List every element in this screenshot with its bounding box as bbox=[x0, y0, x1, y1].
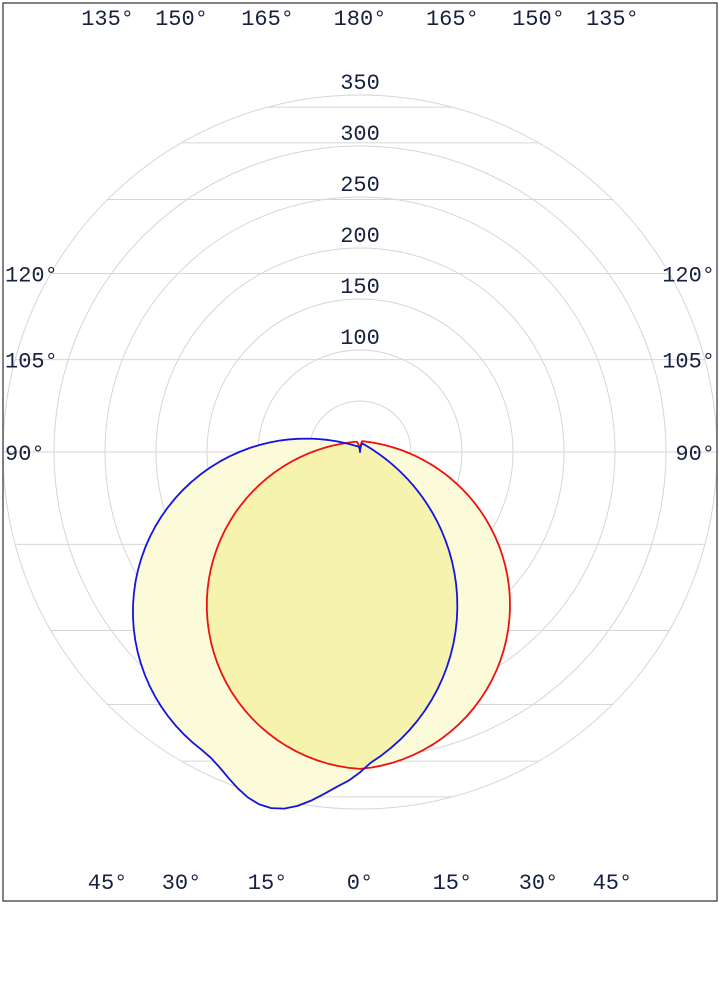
svg-text:45°: 45° bbox=[593, 871, 633, 896]
svg-text:0°: 0° bbox=[347, 871, 373, 896]
svg-text:15°: 15° bbox=[248, 871, 288, 896]
svg-text:165°: 165° bbox=[426, 7, 479, 32]
svg-text:350: 350 bbox=[340, 71, 380, 96]
svg-text:30°: 30° bbox=[519, 871, 559, 896]
svg-text:100: 100 bbox=[340, 326, 380, 351]
svg-text:15°: 15° bbox=[433, 871, 473, 896]
svg-text:45°: 45° bbox=[88, 871, 128, 896]
svg-text:30°: 30° bbox=[162, 871, 202, 896]
svg-text:180°: 180° bbox=[334, 7, 387, 32]
svg-text:300: 300 bbox=[340, 122, 380, 147]
svg-text:90°: 90° bbox=[675, 442, 715, 467]
svg-text:165°: 165° bbox=[241, 7, 294, 32]
svg-text:135°: 135° bbox=[586, 7, 639, 32]
svg-text:105°: 105° bbox=[662, 350, 715, 375]
svg-text:150°: 150° bbox=[512, 7, 565, 32]
svg-text:120°: 120° bbox=[662, 264, 715, 289]
svg-text:120°: 120° bbox=[5, 264, 58, 289]
svg-text:200: 200 bbox=[340, 224, 380, 249]
svg-text:90°: 90° bbox=[5, 442, 45, 467]
svg-text:150: 150 bbox=[340, 275, 380, 300]
svg-text:105°: 105° bbox=[5, 350, 58, 375]
svg-text:150°: 150° bbox=[155, 7, 208, 32]
svg-text:250: 250 bbox=[340, 173, 380, 198]
svg-text:135°: 135° bbox=[81, 7, 134, 32]
